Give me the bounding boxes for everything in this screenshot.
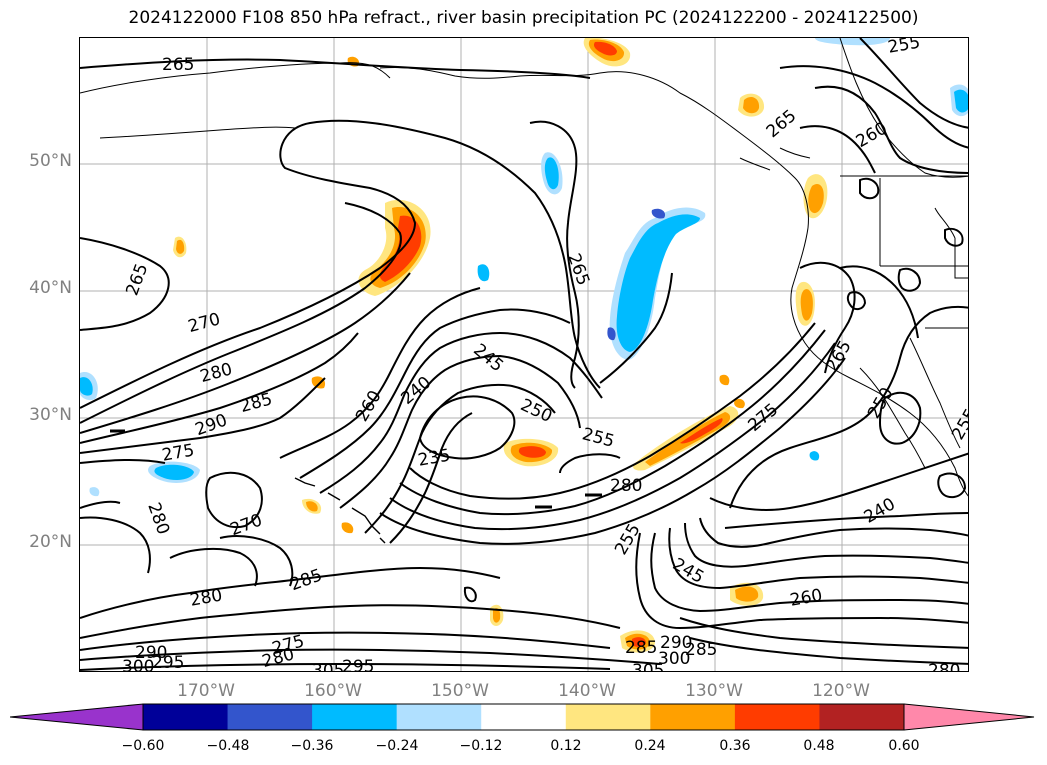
- lat-label-50n: 50°N: [29, 151, 72, 171]
- contour-label: 280: [610, 476, 642, 496]
- contour-label: 275: [270, 631, 307, 659]
- contour-label: 270: [186, 309, 223, 337]
- colorbar-tick: −0.24: [375, 738, 419, 754]
- colorbar-tick: 0.60: [888, 738, 920, 754]
- colorbar-segment: [650, 704, 736, 730]
- contour-label: 285: [685, 640, 717, 660]
- colorbar-segments: [10, 704, 1034, 730]
- contour-label: 245: [669, 554, 707, 588]
- contour-label: 290: [660, 633, 692, 653]
- colorbar-segment: [819, 704, 905, 730]
- map-panel[interactable]: 265 265 265 270 280 285 290 275 280 270 …: [79, 37, 969, 672]
- colorbar-segment: [227, 704, 313, 730]
- contour-label: 300: [658, 649, 690, 669]
- contour-label: 305: [312, 661, 344, 672]
- contour-label: 285: [625, 638, 657, 658]
- lon-label-170w: 170°W: [177, 681, 235, 701]
- contour-label: 245: [469, 340, 507, 376]
- colorbar-tick: −0.48: [206, 738, 250, 754]
- colorbar-tick: −0.36: [290, 738, 334, 754]
- contour-label: 235: [417, 445, 452, 470]
- colorbar-tick: −0.60: [121, 738, 165, 754]
- lat-label-40n: 40°N: [29, 278, 72, 298]
- colorbar-segment: [396, 704, 482, 730]
- contour-label: 255: [886, 38, 921, 58]
- map-canvas: 265 265 265 270 280 285 290 275 280 270 …: [80, 38, 969, 672]
- lon-label-140w: 140°W: [558, 681, 616, 701]
- contour-label: 255: [580, 424, 617, 452]
- contour-label: 265: [122, 261, 152, 298]
- refractivity-contours: [80, 38, 968, 671]
- contour-label: 265: [162, 55, 194, 75]
- lat-label-20n: 20°N: [29, 532, 72, 552]
- colorbar: [10, 703, 1035, 731]
- colorbar-segment: [481, 704, 567, 730]
- contour-label: 255: [948, 405, 969, 443]
- contour-label: 300: [122, 657, 154, 672]
- precipitation-shading: [80, 38, 968, 653]
- contour-label: 275: [161, 440, 196, 465]
- colorbar-tick: −0.12: [459, 738, 503, 754]
- colorbar-segment: [143, 704, 229, 730]
- contour-label: 265: [763, 106, 801, 142]
- contour-label: 285: [238, 389, 275, 417]
- contour-label: 295: [342, 657, 374, 672]
- contour-label: 270: [228, 510, 265, 540]
- contour-label: 290: [135, 643, 167, 663]
- contour-label: 305: [632, 661, 664, 672]
- lon-label-160w: 160°W: [304, 681, 362, 701]
- contour-label: 250: [864, 384, 898, 422]
- contour-label: 260: [352, 387, 386, 425]
- contour-label: 240: [861, 494, 899, 528]
- lon-label-150w: 150°W: [431, 681, 489, 701]
- islands: [294, 477, 386, 544]
- colorbar-segment: [312, 704, 398, 730]
- small-contour-segments: [110, 429, 602, 509]
- lat-label-30n: 30°N: [29, 405, 72, 425]
- colorbar-tick: 0.36: [719, 738, 751, 754]
- coastlines: [80, 38, 968, 497]
- contour-label: 280: [928, 661, 960, 672]
- contour-label: 295: [152, 653, 184, 672]
- contour-label: 250: [517, 395, 555, 427]
- map-title: 2024122000 F108 850 hPa refract., river …: [128, 8, 919, 28]
- lon-label-130w: 130°W: [685, 681, 743, 701]
- colorbar-extend-low: [10, 704, 143, 730]
- colorbar-extend-high: [904, 704, 1034, 730]
- contour-label: 260: [789, 585, 824, 610]
- colorbar-tick: 0.24: [634, 738, 666, 754]
- lon-label-120w: 120°W: [812, 681, 870, 701]
- colorbar-segment: [734, 704, 820, 730]
- contour-label: 265: [822, 337, 856, 375]
- contour-label: 280: [189, 585, 224, 610]
- colorbar-segment: [565, 704, 651, 730]
- colorbar-tick: 0.12: [550, 738, 582, 754]
- contour-label: 285: [288, 565, 325, 595]
- colorbar-tick: 0.48: [803, 738, 835, 754]
- contour-label: 280: [143, 500, 173, 537]
